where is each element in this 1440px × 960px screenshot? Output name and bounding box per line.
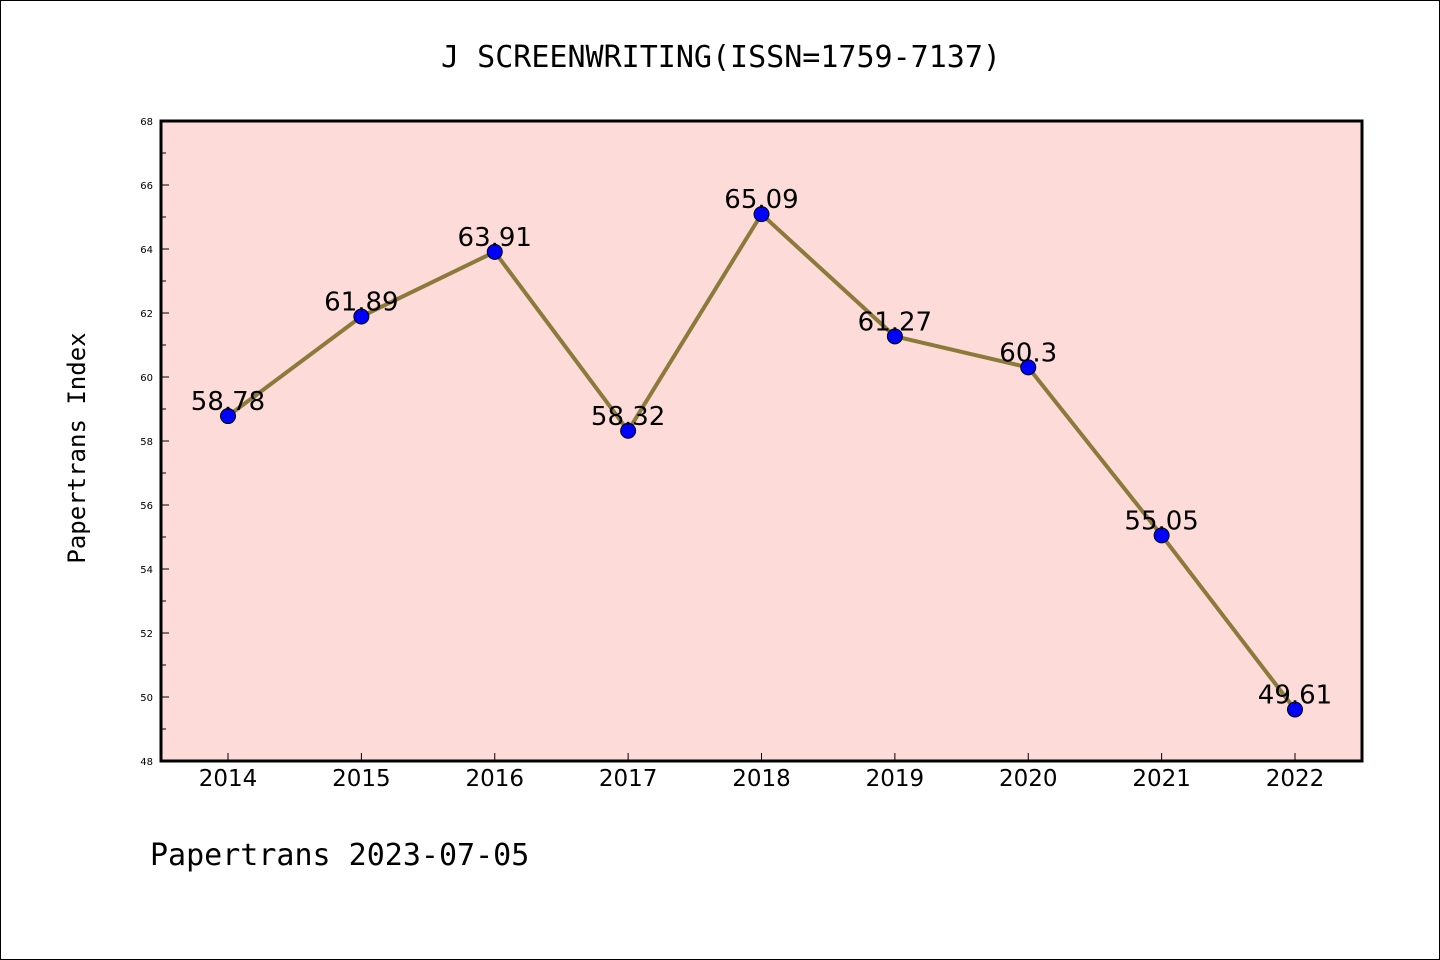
plot-area (159, 119, 1364, 763)
x-tick-label: 2022 (1266, 766, 1325, 792)
data-label: 61.89 (324, 288, 398, 318)
data-point (486, 243, 503, 260)
y-tick-label: 68 (140, 117, 153, 128)
data-label: 60.3 (999, 338, 1057, 368)
data-point (886, 328, 903, 345)
data-labels: 58.78 61.89 63.91 58.32 65.09 61.27 60.3 55.05 4… (191, 185, 1332, 710)
y-axis: 48 50 52 54 56 58 60 62 64 66 68 (140, 117, 169, 768)
data-label: 58.32 (591, 402, 665, 432)
y-tick-label: 66 (140, 181, 153, 192)
x-tick-label: 2016 (465, 766, 524, 792)
y-tick-label: 58 (140, 437, 153, 448)
x-tick-label: 2017 (599, 766, 658, 792)
data-label: 65.09 (724, 185, 798, 215)
x-tick-label: 2015 (332, 766, 391, 792)
data-point (1287, 701, 1303, 718)
data-point (620, 422, 637, 439)
y-tick-label: 60 (140, 373, 153, 384)
x-tick-label: 2014 (199, 766, 258, 792)
y-tick-label: 54 (140, 565, 153, 576)
y-axis-label: Papertrans Index (63, 332, 91, 563)
x-tick-label: 2019 (866, 766, 925, 792)
data-point (1153, 527, 1170, 544)
x-tick-label: 2021 (1132, 766, 1191, 792)
y-tick-label: 50 (140, 693, 153, 704)
x-axis: 2014 2015 2016 2017 2018 2019 2020 2021 2022 (199, 753, 1325, 792)
data-label: 49.61 (1258, 680, 1332, 710)
data-label: 61.27 (858, 307, 932, 337)
x-tick-label: 2018 (732, 766, 791, 792)
data-label: 58.78 (191, 387, 265, 417)
data-point (1020, 359, 1037, 376)
y-tick-label: 48 (140, 757, 153, 768)
data-point (753, 206, 770, 223)
y-tick-label: 56 (140, 501, 153, 512)
data-point (353, 308, 370, 325)
x-tick-label: 2020 (999, 766, 1058, 792)
y-tick-label: 62 (140, 309, 153, 320)
chart-title: J SCREENWRITING(ISSN=1759-7137) (441, 40, 1001, 75)
y-tick-label: 52 (140, 629, 153, 640)
y-tick-label: 64 (140, 245, 153, 256)
footer-date: Papertrans 2023-07-05 (150, 838, 529, 873)
data-label: 63.91 (458, 223, 532, 253)
data-point (220, 408, 236, 425)
data-label: 55.05 (1124, 506, 1198, 536)
series-papertrans-index (220, 206, 1303, 718)
